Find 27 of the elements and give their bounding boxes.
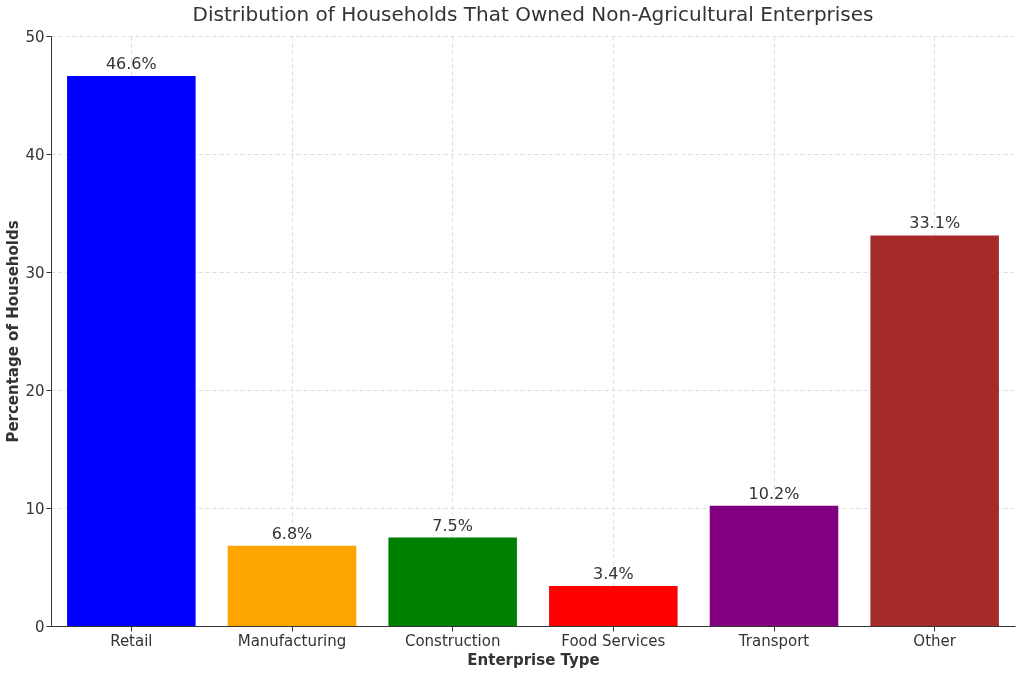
y-axis-title: Percentage of Households [4,220,23,443]
x-tick-label: Food Services [561,631,666,650]
y-tick-label: 40 [25,145,45,164]
data-label: 7.5% [432,515,473,535]
x-tick-label: Construction [404,631,501,650]
bar [870,235,999,626]
data-label: 33.1% [909,213,961,233]
data-label: 46.6% [105,54,157,74]
x-axis-title: Enterprise Type [467,650,600,669]
bar [709,505,839,626]
x-tick-label: Other [913,631,957,650]
y-tick-label: 30 [25,263,45,282]
x-tick-label: Retail [110,631,153,650]
bar [227,545,357,626]
x-tick-label: Manufacturing [237,631,347,650]
y-tick-label: 10 [25,499,45,518]
y-tick-label: 50 [25,27,45,46]
data-label: 6.8% [271,523,313,543]
y-tick-label: 20 [25,381,45,400]
data-label: 3.4% [593,563,634,583]
bar [388,537,517,626]
x-tick-label: Transport [737,631,810,650]
bar [549,585,678,626]
y-tick-label: 0 [34,617,45,636]
chart-title: Distribution of Households That Owned Non-Agricultural Enterprises [192,2,874,26]
bar [67,76,196,626]
data-label: 10.2% [748,483,800,503]
